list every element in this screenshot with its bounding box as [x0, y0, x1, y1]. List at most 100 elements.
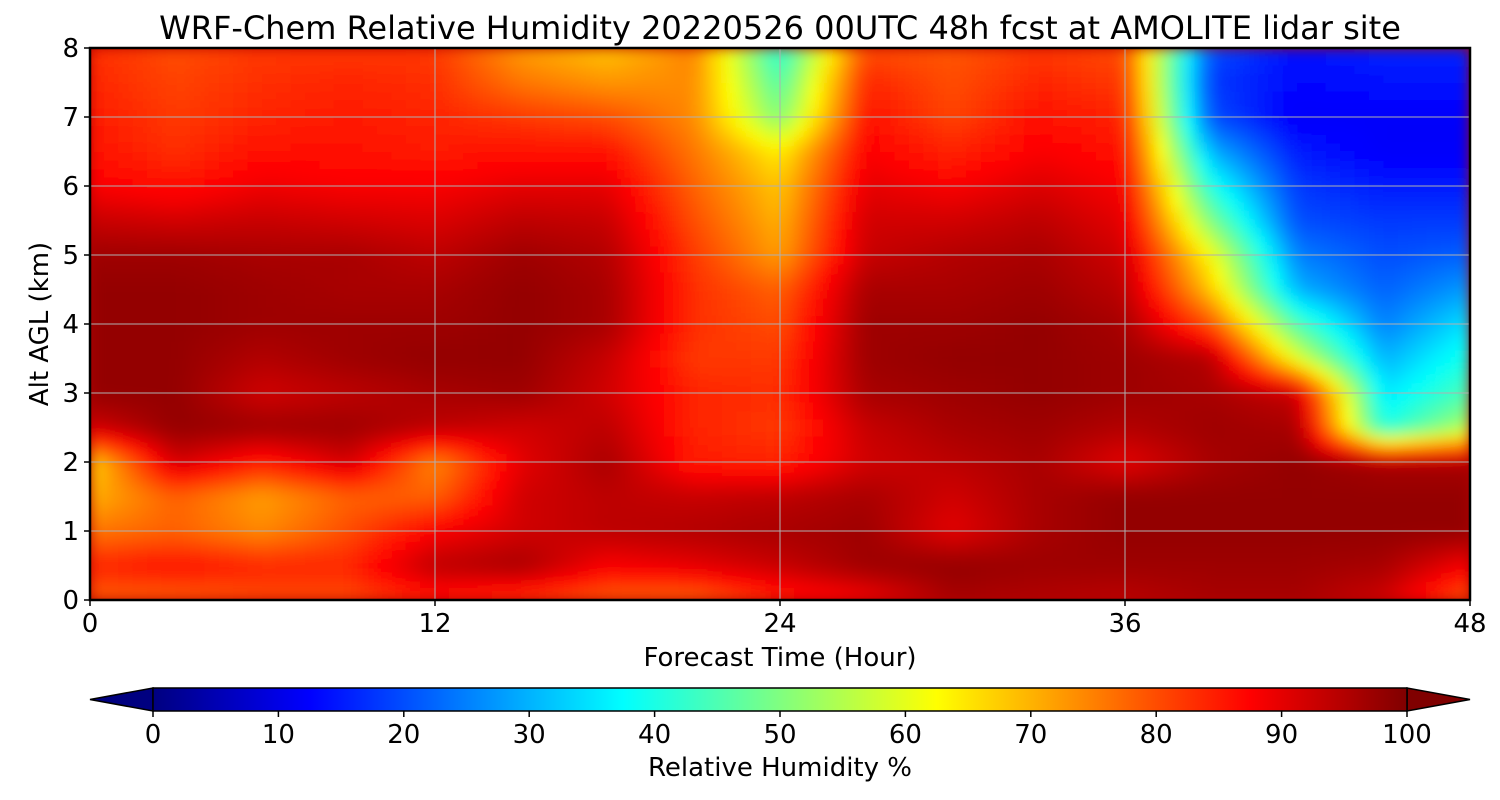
heatmap-cell — [880, 521, 896, 532]
heatmap-cell — [1167, 530, 1183, 541]
heatmap-cell — [837, 513, 853, 523]
heatmap-cell — [1167, 254, 1183, 265]
heatmap-cell — [908, 254, 925, 265]
heatmap-cell — [1268, 513, 1284, 523]
heatmap-cell — [1282, 228, 1298, 239]
heatmap-cell — [1124, 513, 1140, 523]
heatmap-cell — [966, 461, 982, 472]
heatmap-cell — [865, 263, 882, 273]
heatmap-cell — [520, 194, 537, 204]
heatmap-cell — [161, 547, 177, 558]
heatmap-cell — [1124, 211, 1140, 221]
heatmap-cell — [377, 297, 393, 308]
heatmap-cell — [765, 565, 781, 575]
heatmap-cell — [995, 151, 1011, 161]
heatmap-cell — [492, 565, 508, 575]
heatmap-cell — [908, 383, 925, 394]
heatmap-cell — [492, 314, 508, 325]
heatmap-cell — [722, 435, 738, 446]
heatmap-cell — [463, 332, 479, 342]
heatmap-cell — [1354, 332, 1370, 342]
heatmap-cell — [434, 202, 450, 213]
heatmap-cell — [722, 375, 738, 385]
heatmap-cell — [276, 245, 292, 256]
heatmap-cell — [908, 289, 925, 299]
heatmap-cell — [290, 392, 307, 403]
heatmap-cell — [1426, 487, 1442, 497]
heatmap-cell — [808, 358, 824, 368]
heatmap-cell — [1038, 263, 1054, 273]
heatmap-cell — [1182, 496, 1198, 506]
heatmap-cell — [750, 245, 767, 256]
heatmap-cell — [319, 401, 335, 411]
heatmap-cell — [506, 306, 522, 316]
heatmap-cell — [851, 358, 867, 368]
heatmap-cell — [448, 151, 465, 161]
heatmap-cell — [477, 427, 493, 437]
heatmap-cell — [305, 547, 321, 558]
heatmap-cell — [1095, 289, 1112, 299]
heatmap-cell — [1095, 401, 1112, 411]
heatmap-cell — [1426, 358, 1442, 368]
heatmap-cell — [880, 358, 896, 368]
heatmap-cell — [1412, 487, 1428, 497]
heatmap-cell — [1067, 159, 1083, 170]
heatmap-cell — [492, 573, 508, 584]
heatmap-cell — [1182, 211, 1198, 221]
heatmap-cell — [1440, 435, 1457, 446]
heatmap-cell — [535, 168, 551, 178]
heatmap-cell — [1038, 280, 1054, 290]
heatmap-cell — [937, 280, 953, 290]
heatmap-cell — [1167, 409, 1183, 420]
heatmap-cell — [822, 409, 838, 420]
heatmap-cell — [1383, 194, 1399, 204]
heatmap-cell — [837, 452, 853, 463]
heatmap-cell — [1038, 323, 1054, 334]
heatmap-cell — [132, 237, 148, 247]
heatmap-cell — [190, 573, 206, 584]
heatmap-cell — [118, 194, 134, 204]
heatmap-cell — [1095, 521, 1112, 532]
heatmap-cell — [1124, 556, 1140, 566]
heatmap-cell — [1297, 151, 1313, 161]
heatmap-cell — [377, 452, 393, 463]
heatmap-cell — [132, 245, 148, 256]
heatmap-cell — [477, 168, 493, 178]
heatmap-cell — [880, 323, 896, 334]
heatmap-cell — [1095, 590, 1112, 600]
heatmap-cell — [765, 323, 781, 334]
heatmap-cell — [1153, 521, 1169, 532]
heatmap-cell — [549, 504, 565, 515]
heatmap-cell — [822, 306, 838, 316]
heatmap-cell — [448, 392, 465, 403]
heatmap-cell — [851, 478, 867, 489]
heatmap-cell — [190, 409, 206, 420]
heatmap-cell — [1354, 202, 1370, 213]
heatmap-cell — [1282, 159, 1298, 170]
heatmap-cell — [765, 392, 781, 403]
heatmap-cell — [1282, 280, 1298, 290]
heatmap-cell — [1239, 409, 1255, 420]
heatmap-cell — [793, 306, 810, 316]
heatmap-cell — [492, 427, 508, 437]
heatmap-cell — [1225, 375, 1241, 385]
heatmap-cell — [1225, 401, 1241, 411]
heatmap-cell — [1297, 159, 1313, 170]
heatmap-cell — [1009, 263, 1025, 273]
heatmap-cell — [678, 306, 695, 316]
heatmap-cell — [492, 202, 508, 213]
heatmap-cell — [175, 478, 192, 489]
heatmap-cell — [923, 323, 939, 334]
heatmap-cell — [506, 478, 522, 489]
heatmap-cell — [563, 202, 580, 213]
heatmap-cell — [621, 547, 637, 558]
heatmap-cell — [635, 245, 652, 256]
heatmap-cell — [1455, 237, 1470, 247]
heatmap-cell — [1297, 280, 1313, 290]
heatmap-cell — [1052, 521, 1068, 532]
heatmap-cell — [1182, 185, 1198, 196]
heatmap-cell — [262, 444, 278, 454]
heatmap-cell — [434, 176, 450, 187]
heatmap-cell — [793, 185, 810, 196]
heatmap-cell — [1282, 306, 1298, 316]
